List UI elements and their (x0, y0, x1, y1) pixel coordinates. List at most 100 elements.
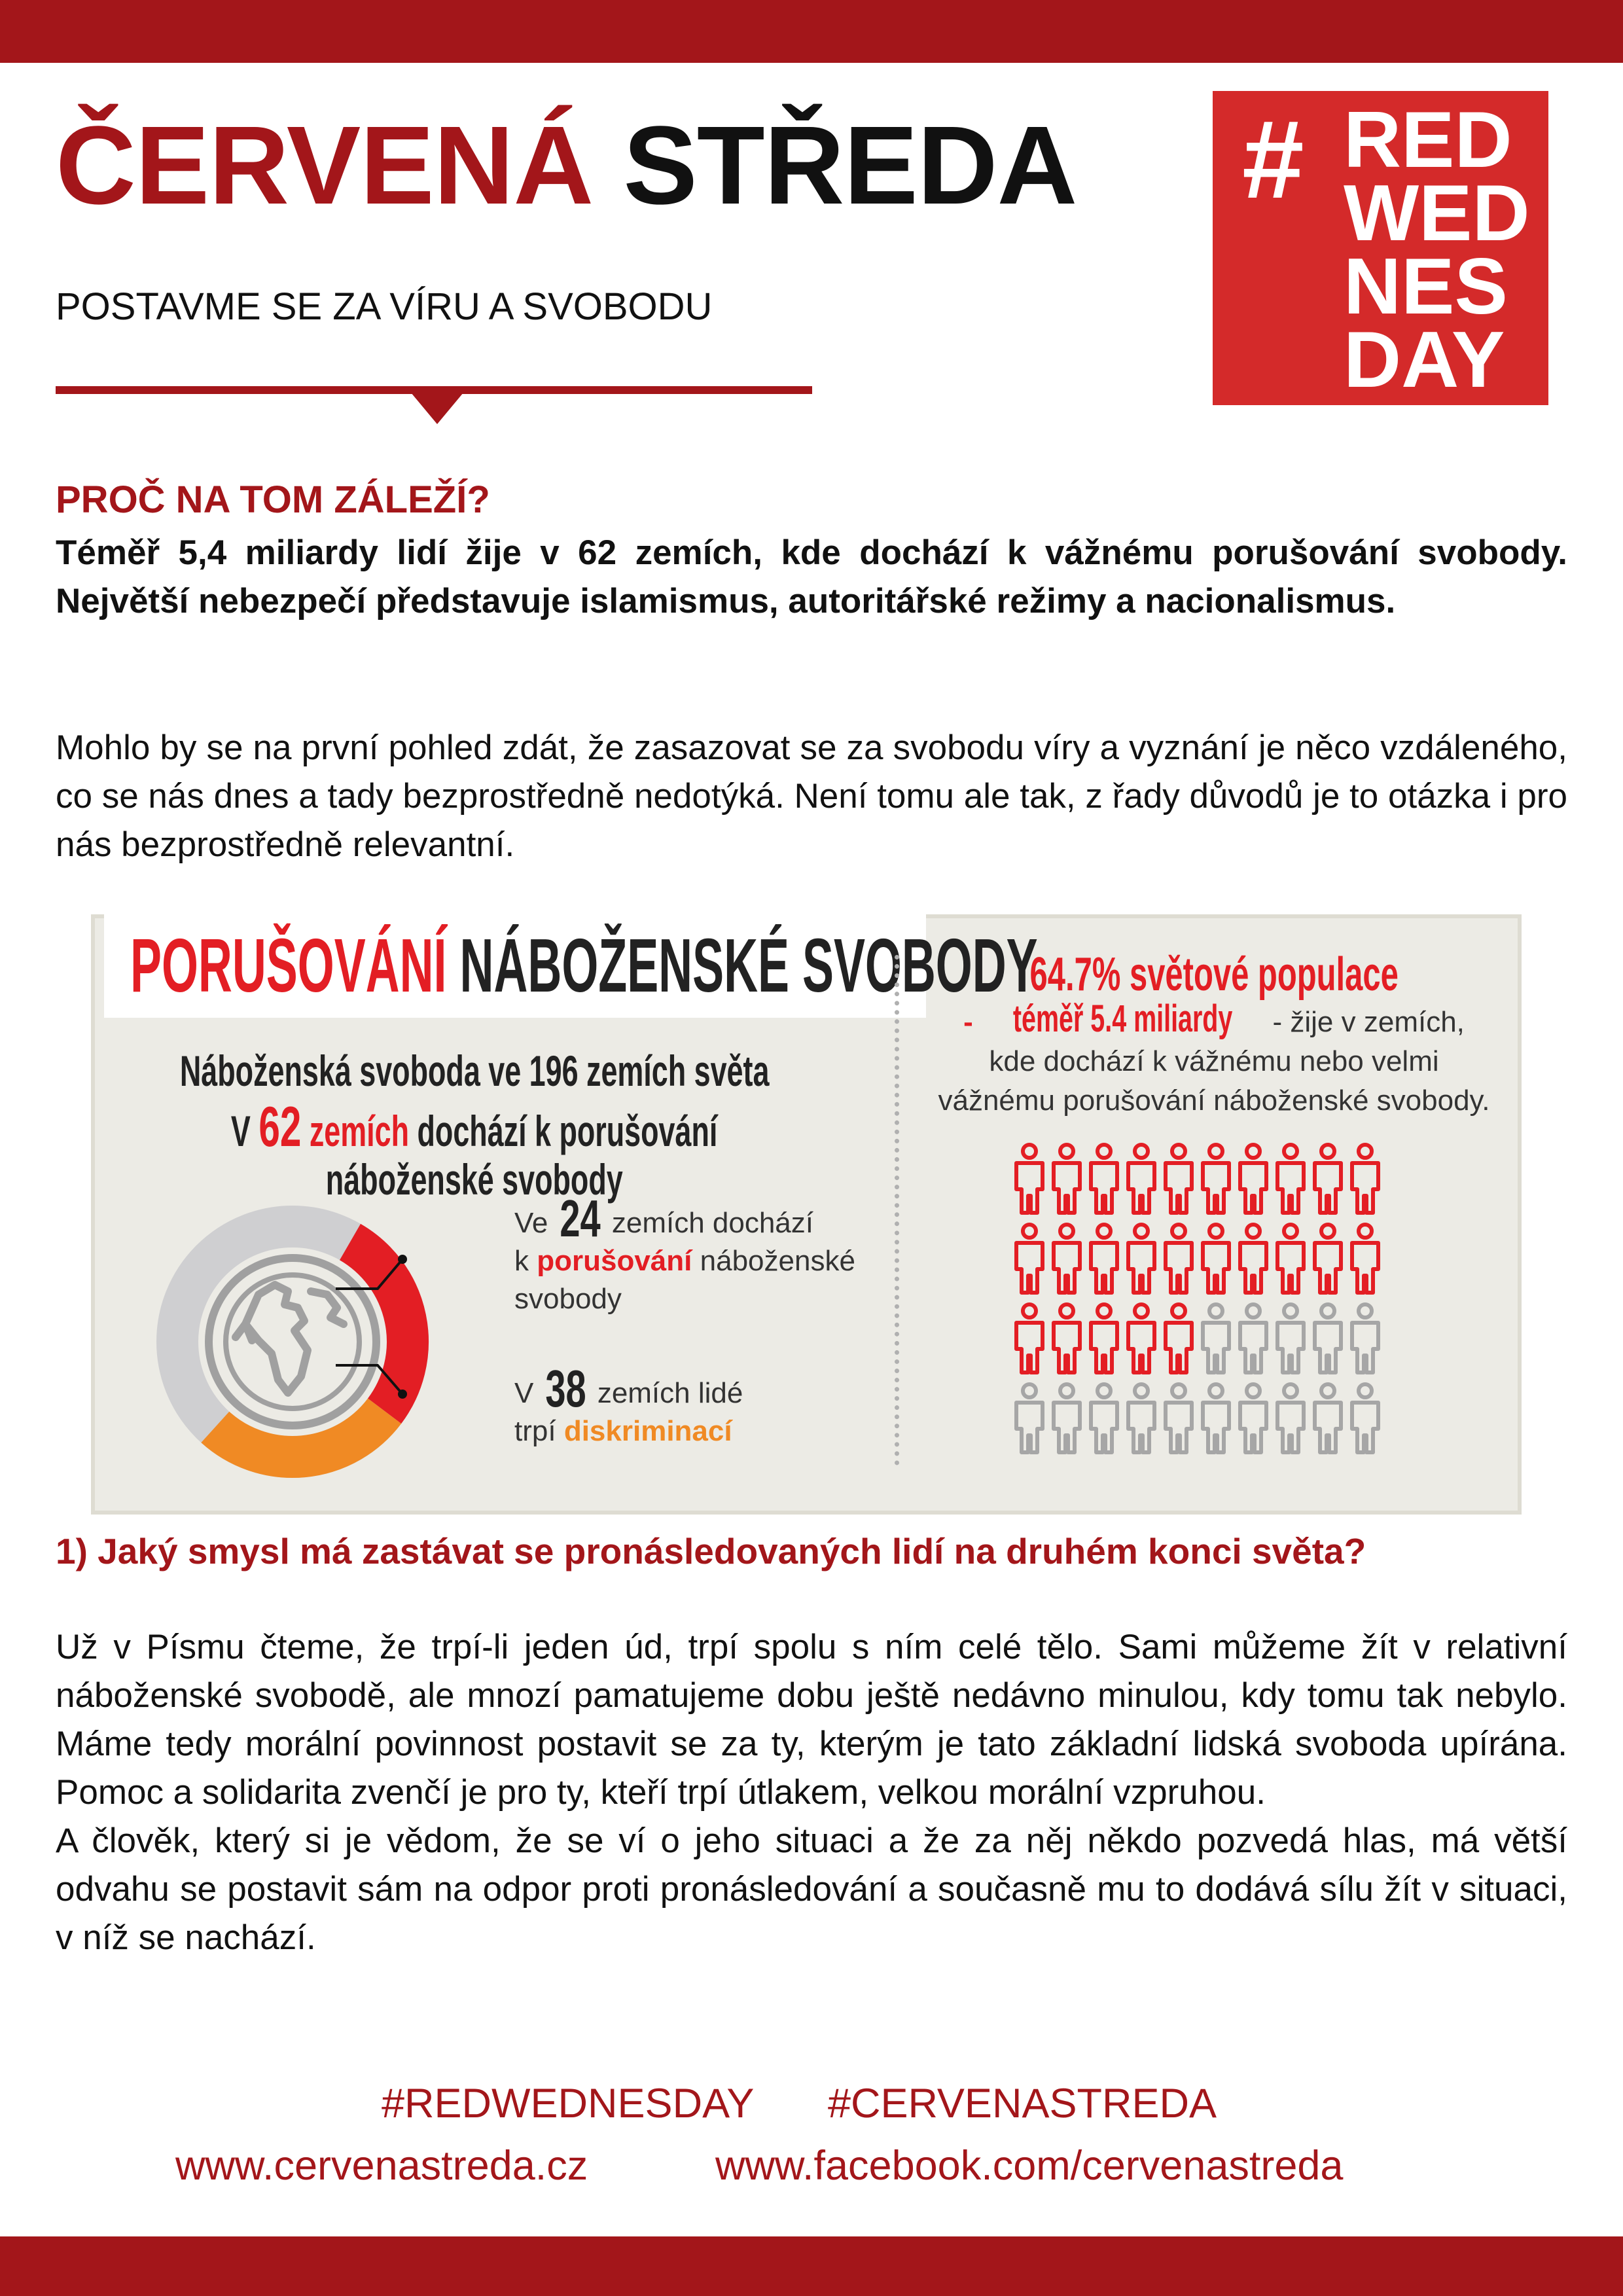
count-62: 62 (259, 1096, 302, 1158)
person-icon (1201, 1302, 1231, 1374)
person-icon-highlighted (1350, 1143, 1380, 1215)
t: - žije v zemích, (1272, 1006, 1465, 1038)
person-icon-highlighted (1313, 1143, 1343, 1215)
logo-hash: # (1242, 98, 1304, 222)
website-link[interactable]: www.cervenastreda.cz (175, 2143, 588, 2189)
page-title: ČERVENÁ STŘEDA (56, 110, 1077, 221)
person-icon (1238, 1302, 1268, 1374)
infographic-title: PORUŠOVÁNÍ NÁBOŽENSKÉ SVOBODY (130, 927, 1038, 1003)
bottom-bar (0, 2236, 1623, 2296)
person-icon-highlighted (1201, 1143, 1231, 1215)
person-icon (1052, 1382, 1082, 1454)
lead-paragraph: Téměř 5,4 miliardy lidí žije v 62 zemích… (56, 533, 1567, 620)
person-icon (1313, 1382, 1343, 1454)
t: dochází k porušování (417, 1107, 718, 1155)
answer-paragraph: Už v Písmu čteme, že trpí-li jeden úd, t… (56, 1628, 1567, 1812)
t: zemích dochází (611, 1207, 813, 1239)
body-paragraph: Mohlo by se na první pohled zdát, že zas… (56, 728, 1567, 864)
count-38: 38 (544, 1359, 586, 1418)
person-icon-highlighted (1164, 1223, 1194, 1295)
line-text: Náboženská svoboda ve 196 zemích světa (179, 1047, 770, 1095)
redwednesday-logo: # RED WED NES DAY (1213, 91, 1548, 405)
logo-line: WED (1344, 168, 1530, 257)
person-icon-highlighted (1164, 1302, 1194, 1374)
person-icon (1313, 1302, 1343, 1374)
infographic-line-1: Náboženská svoboda ve 196 zemích světa (95, 1049, 854, 1092)
dotted-separator (895, 955, 899, 1465)
person-icon (1201, 1382, 1231, 1454)
hashtag-redwednesday[interactable]: #REDWEDNESDAY (382, 2081, 755, 2126)
facebook-link[interactable]: www.facebook.com/cervenastreda (715, 2143, 1344, 2189)
t: - (963, 1006, 973, 1038)
donut-segment-violation (339, 1223, 429, 1424)
person-icon-highlighted (1089, 1223, 1119, 1295)
title-red: PORUŠOVÁNÍ (130, 923, 447, 1008)
person-icon-highlighted (1238, 1223, 1268, 1295)
logo-words: RED WED NES DAY (1344, 95, 1530, 404)
person-icon-highlighted (1275, 1143, 1306, 1215)
person-icon-highlighted (1089, 1302, 1119, 1374)
logo-line: DAY (1344, 315, 1505, 404)
person-icon-highlighted (1126, 1223, 1156, 1295)
answer-text: Už v Písmu čteme, že trpí-li jeden úd, t… (56, 1623, 1567, 1962)
person-icon-highlighted (1201, 1223, 1231, 1295)
infographic: PORUŠOVÁNÍ NÁBOŽENSKÉ SVOBODY Náboženská… (91, 914, 1522, 1515)
leader-dot (398, 1390, 407, 1399)
person-icon (1350, 1382, 1380, 1454)
people-grid (1014, 1143, 1380, 1454)
subtitle: POSTAVME SE ZA VÍRU A SVOBODU (56, 285, 713, 328)
population-heading: 64.7% světové populace (906, 951, 1522, 998)
person-icon-highlighted (1350, 1223, 1380, 1295)
logo-line: RED (1344, 95, 1512, 184)
callout-discrimination: V 38 zemích lidé trpí diskriminací (514, 1359, 743, 1450)
person-icon-highlighted (1052, 1302, 1082, 1374)
t: zemích lidé (597, 1377, 743, 1409)
t: kde dochází k vážnému nebo velmi (989, 1045, 1439, 1077)
person-icon (1350, 1302, 1380, 1374)
person-icon-highlighted (1089, 1143, 1119, 1215)
divider-arrow (411, 393, 463, 424)
t: V (514, 1377, 534, 1409)
t: zemích (310, 1107, 410, 1155)
title-black: STŘEDA (623, 103, 1077, 228)
logo-line: NES (1344, 242, 1508, 331)
person-icon (1275, 1302, 1306, 1374)
t: náboženské (700, 1245, 855, 1277)
person-icon-highlighted (1313, 1223, 1343, 1295)
top-bar (0, 0, 1623, 63)
person-icon-highlighted (1126, 1143, 1156, 1215)
leader-lines (336, 1258, 404, 1395)
t: téměř 5.4 miliardy (1012, 997, 1233, 1040)
t: V (231, 1107, 251, 1155)
hashtag-cervenastreda[interactable]: #CERVENASTREDA (828, 2081, 1217, 2126)
t: vážnému porušování náboženské svobody. (938, 1085, 1490, 1117)
population-text: - téměř 5.4 miliardy - žije v zemích, kd… (906, 999, 1522, 1121)
answer-paragraph: A člověk, který si je vědom, že se ví o … (56, 1821, 1567, 1957)
infographic-line-2: V 62 zemích dochází k porušování (95, 1099, 854, 1155)
donut-segment-discrimination (201, 1398, 402, 1478)
leader-dot (398, 1255, 407, 1264)
count-24: 24 (559, 1189, 601, 1247)
person-icon-highlighted (1014, 1143, 1044, 1215)
person-icon-highlighted (1126, 1302, 1156, 1374)
callout-violation: Ve 24 zemích dochází k porušování nábože… (514, 1189, 855, 1318)
title-black: NÁBOŽENSKÉ SVOBODY (459, 923, 1038, 1008)
t: k (514, 1245, 529, 1277)
section-heading: PROČ NA TOM ZÁLEŽÍ? (56, 478, 490, 521)
person-icon (1089, 1382, 1119, 1454)
person-icon (1014, 1382, 1044, 1454)
question-heading: 1) Jaký smysl má zastávat se pronásledov… (56, 1531, 1366, 1571)
title-red: ČERVENÁ (56, 103, 594, 228)
person-icon-highlighted (1238, 1143, 1268, 1215)
person-icon (1126, 1382, 1156, 1454)
person-icon-highlighted (1164, 1143, 1194, 1215)
person-icon-highlighted (1052, 1223, 1082, 1295)
infographic-title-box: PORUŠOVÁNÍ NÁBOŽENSKÉ SVOBODY (104, 914, 1038, 1018)
t: trpí (514, 1415, 556, 1447)
person-icon (1164, 1382, 1194, 1454)
person-icon-highlighted (1014, 1302, 1044, 1374)
person-icon-highlighted (1052, 1143, 1082, 1215)
line-text: náboženské svobody (326, 1155, 623, 1204)
globe-icon (205, 1254, 380, 1429)
divider (56, 386, 812, 394)
